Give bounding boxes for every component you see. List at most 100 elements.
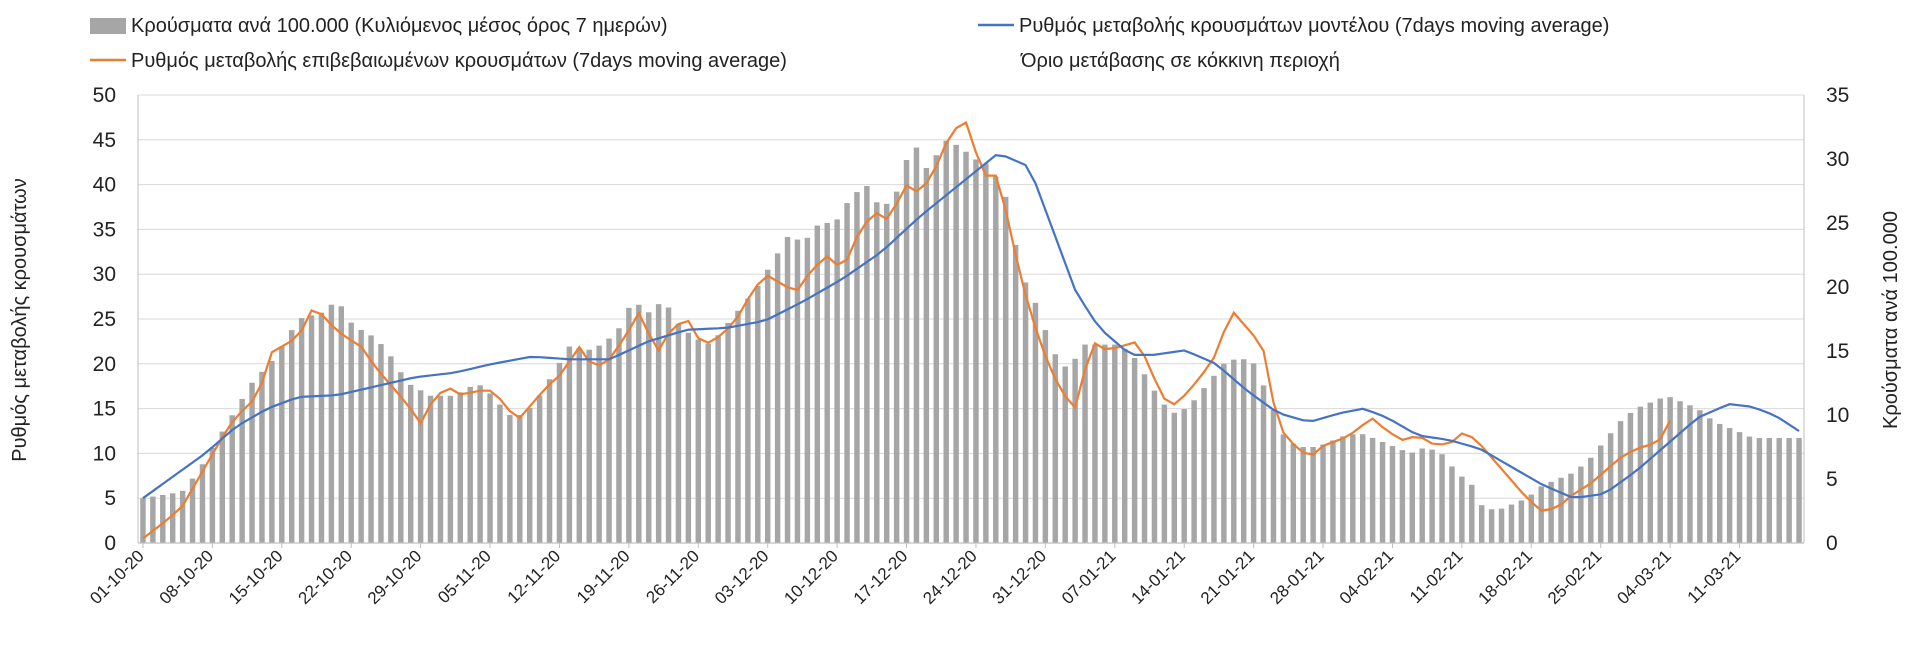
case-bar	[546, 379, 553, 543]
case-bar	[1260, 385, 1267, 543]
case-bar	[1250, 363, 1257, 543]
case-bar	[189, 478, 196, 543]
case-bar	[1052, 354, 1059, 543]
case-bar	[209, 447, 216, 543]
case-bar	[814, 225, 821, 543]
x-tick-label: 10-12-20	[780, 546, 842, 608]
case-bar	[526, 407, 533, 543]
y-right-tick-labels: 0 5 10 15 20 25 30 35	[1826, 84, 1849, 555]
legend-item-model: Ρυθμός μεταβολής κρουσμάτων μοντέλου (7d…	[978, 15, 1609, 37]
case-bar	[140, 498, 146, 543]
x-tick-label: 07-01-21	[1058, 546, 1120, 608]
y-right-tick-label: 10	[1826, 404, 1849, 427]
case-bar	[1459, 476, 1465, 543]
confirmed-rate-line	[142, 120, 1672, 540]
case-bar	[388, 356, 394, 543]
x-tick-label: 31-12-20	[989, 546, 1051, 608]
case-bar	[328, 304, 335, 543]
case-bar	[1439, 454, 1445, 543]
x-tick-label: 26-11-20	[642, 546, 703, 607]
case-bar	[1062, 366, 1068, 543]
case-bar	[1379, 441, 1386, 543]
y-right-tick-label: 30	[1826, 148, 1849, 171]
case-bar	[1518, 500, 1525, 543]
case-bar	[1429, 449, 1435, 543]
y-left-tick-label: 40	[93, 174, 116, 197]
case-bar	[606, 338, 612, 543]
case-bar	[1181, 409, 1187, 543]
legend-threshold-label: Όριο μετάβασης σε κόκκινη περιοχή	[1020, 50, 1340, 72]
case-bar	[1201, 388, 1207, 543]
case-bar	[1677, 401, 1683, 543]
case-bar	[636, 304, 642, 543]
case-bar	[308, 315, 315, 543]
case-bar	[1359, 434, 1366, 543]
axis-layer	[137, 95, 1805, 544]
case-bar	[1786, 438, 1792, 543]
case-bar	[1042, 330, 1049, 543]
case-bar	[1558, 477, 1564, 543]
case-bar	[1211, 375, 1217, 543]
case-bar	[963, 151, 969, 543]
x-tick-label: 11-03-21	[1684, 546, 1745, 607]
case-bar	[586, 349, 592, 543]
x-tick-label: 18-02-21	[1475, 546, 1537, 608]
case-bar	[407, 384, 414, 543]
case-bar	[160, 494, 166, 543]
x-tick-label: 08-10-20	[156, 546, 218, 608]
case-bar	[675, 323, 682, 543]
case-bar	[1796, 438, 1802, 543]
case-bar	[1191, 400, 1197, 543]
x-tick-label: 29-10-20	[364, 546, 426, 608]
case-bar	[993, 176, 999, 543]
case-bar	[467, 386, 473, 543]
case-bar	[378, 344, 384, 543]
case-bar	[169, 493, 176, 543]
case-bar	[1310, 447, 1316, 543]
case-bar	[1588, 457, 1594, 543]
case-bar	[774, 253, 781, 543]
case-bar	[1637, 406, 1644, 543]
case-bar	[883, 203, 890, 543]
case-bar	[1756, 438, 1763, 543]
case-bar	[348, 322, 354, 543]
y-left-tick-label: 25	[93, 308, 116, 331]
x-tick-label: 28-01-21	[1266, 546, 1328, 608]
y-right-tick-label: 25	[1826, 212, 1849, 235]
case-bar	[437, 395, 444, 543]
legend-confirmed-label: Ρυθμός μεταβολής επιβεβαιωμένων κρουσμάτ…	[131, 50, 787, 72]
legend-model-label: Ρυθμός μεταβολής κρουσμάτων μοντέλου (7d…	[1019, 15, 1609, 37]
case-bar	[239, 398, 245, 543]
case-bar	[1002, 196, 1009, 544]
x-tick-label: 22-10-20	[294, 546, 356, 608]
y-left-tick-label: 10	[93, 442, 116, 465]
case-bar	[1330, 440, 1336, 543]
y-left-tick-label: 50	[93, 84, 116, 107]
case-bar	[626, 307, 632, 543]
case-bar	[457, 392, 464, 543]
case-bar	[249, 382, 255, 543]
model-rate-line	[142, 154, 1800, 500]
case-bar	[1231, 359, 1237, 543]
legend: Κρούσματα ανά 100.000 (Κυλιόμενος μέσος …	[90, 15, 1609, 72]
case-bar	[1389, 446, 1396, 543]
case-bar	[1012, 244, 1019, 543]
legend-item-confirmed: Ρυθμός μεταβολής επιβεβαιωμένων κρουσμάτ…	[90, 50, 787, 72]
x-tick-label: 05-11-20	[434, 546, 495, 607]
case-bar	[794, 239, 801, 544]
case-bar	[1131, 357, 1138, 543]
case-bar	[1736, 432, 1743, 543]
case-bar	[447, 395, 454, 543]
case-bar	[705, 343, 711, 543]
case-bar	[1548, 481, 1554, 543]
case-bar	[824, 223, 830, 543]
case-bar	[645, 312, 652, 543]
x-tick-label: 04-03-21	[1613, 546, 1675, 608]
case-bar	[1300, 447, 1306, 543]
x-tick-label: 21-01-21	[1197, 546, 1259, 608]
legend-item-threshold: Όριο μετάβασης σε κόκκινη περιοχή	[1020, 50, 1340, 72]
case-bar	[973, 159, 979, 543]
case-bar	[1280, 434, 1287, 543]
case-bar	[298, 318, 305, 543]
